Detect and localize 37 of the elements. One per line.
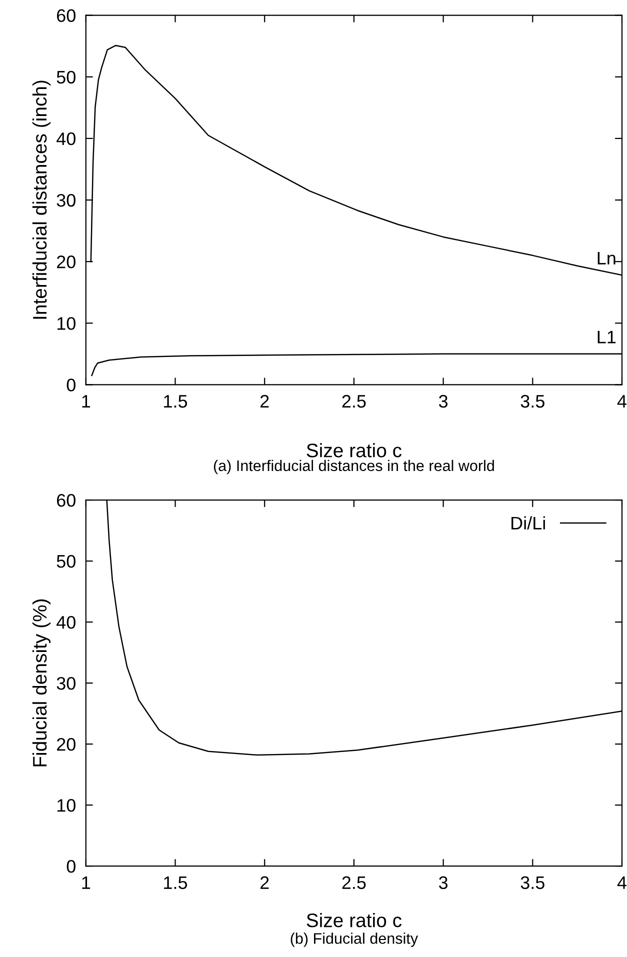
x-tick-label: 1.5 <box>164 395 188 408</box>
y-tick-label: 50 <box>56 554 76 568</box>
y-tick-label: 50 <box>56 70 76 84</box>
x-tick-label: 1 <box>82 876 90 889</box>
y-tick-label: 10 <box>57 799 76 812</box>
x-tick-label: 3 <box>438 394 448 408</box>
x-axis-title: Size ratio c <box>306 443 402 458</box>
legend-label: Ln <box>598 252 616 264</box>
y-axis-title: Fiducial density (%) <box>32 599 51 766</box>
y-tick-label: 10 <box>57 317 76 330</box>
x-tick-label: 1.5 <box>164 876 188 890</box>
y-axis-title: Interfiducial distances (inch) <box>32 80 51 319</box>
y-tick-label: 40 <box>56 132 76 146</box>
x-tick-label: 3 <box>438 876 448 890</box>
text: (b) Fiducial density <box>290 932 418 947</box>
x-tick-label: 2 <box>260 876 269 889</box>
y-tick-label: 60 <box>57 9 76 22</box>
x-tick-label: 2 <box>260 394 269 408</box>
text: (a) Interfiducial distances in the real world <box>214 460 494 474</box>
y-tick-label: 40 <box>56 616 76 629</box>
x-tick-label: 3.5 <box>520 876 544 890</box>
x-tick-label: 4 <box>617 395 626 408</box>
series-label: L1 <box>598 330 616 344</box>
x-tick-label: 1 <box>82 395 90 408</box>
y-tick-label: 0 <box>66 378 76 392</box>
x-tick-label: 2.5 <box>342 394 366 408</box>
y-tick-label: 30 <box>56 194 76 207</box>
x-tick-label: 3.5 <box>520 394 544 408</box>
y-tick-label: 60 <box>57 494 76 507</box>
x-tick-label: 2.5 <box>342 876 366 890</box>
y-tick-label: 30 <box>56 676 76 690</box>
y-tick-label: 20 <box>57 738 76 751</box>
y-tick-label: 0 <box>66 860 76 873</box>
y-tick-label: 20 <box>57 256 76 268</box>
x-tick-label: 4 <box>617 876 626 889</box>
legend-label: Di/Li <box>512 516 545 530</box>
x-axis-title: Size ratio c <box>306 912 402 928</box>
